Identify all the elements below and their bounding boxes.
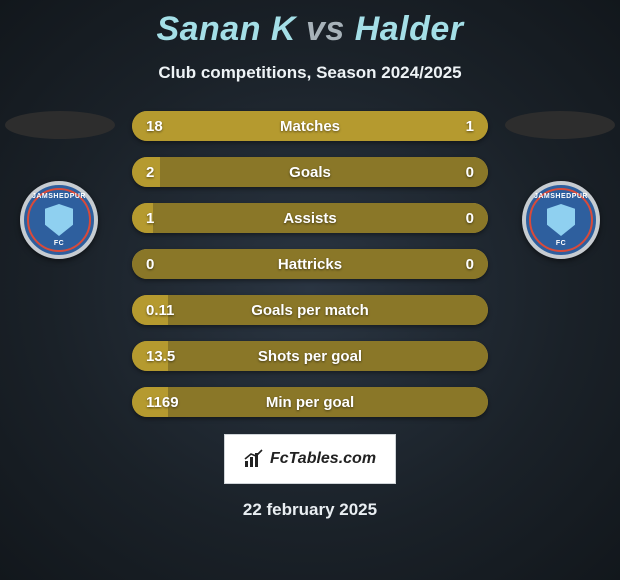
club-badge-left: JAMSHEDPUR FC	[20, 181, 98, 259]
stat-label: Assists	[132, 203, 488, 233]
stat-val-right: 0	[466, 249, 474, 279]
stat-row: 13.5Shots per goal	[132, 341, 488, 371]
subtitle: Club competitions, Season 2024/2025	[0, 63, 620, 83]
badge-text-bottom: FC	[29, 240, 89, 247]
stat-val-right: 0	[466, 157, 474, 187]
stat-row: 18Matches1	[132, 111, 488, 141]
stat-rows: 18Matches12Goals01Assists00Hattricks00.1…	[132, 111, 488, 433]
stat-val-right: 0	[466, 203, 474, 233]
club-badge-right: JAMSHEDPUR FC	[522, 181, 600, 259]
pitch-right	[505, 111, 615, 139]
player2-name: Halder	[355, 10, 464, 48]
brand-box[interactable]: FcTables.com	[224, 434, 396, 484]
stat-row: 2Goals0	[132, 157, 488, 187]
brand-text: FcTables.com	[270, 450, 376, 468]
pitch-left	[5, 111, 115, 139]
badge-text-bottom: FC	[531, 240, 591, 247]
vs-text: vs	[306, 10, 345, 48]
stat-label: Goals per match	[132, 295, 488, 325]
badge-inner: JAMSHEDPUR FC	[27, 188, 91, 252]
shield-icon	[45, 204, 73, 236]
date-text: 22 february 2025	[0, 500, 620, 520]
stat-row: 0Hattricks0	[132, 249, 488, 279]
stat-label: Matches	[132, 111, 488, 141]
stat-label: Hattricks	[132, 249, 488, 279]
badge-text-top: JAMSHEDPUR	[29, 193, 89, 200]
stat-row: 0.11Goals per match	[132, 295, 488, 325]
badge-inner: JAMSHEDPUR FC	[529, 188, 593, 252]
badge-text-top: JAMSHEDPUR	[531, 193, 591, 200]
stat-val-right: 1	[466, 111, 474, 141]
comparison-stage: JAMSHEDPUR FC JAMSHEDPUR FC 18Matches1 2G…	[0, 111, 620, 441]
stat-row: 1169Min per goal	[132, 387, 488, 417]
stat-label: Goals	[132, 157, 488, 187]
stat-row: 1Assists0	[132, 203, 488, 233]
bar-chart-icon	[244, 449, 264, 469]
stat-label: Shots per goal	[132, 341, 488, 371]
player1-name: Sanan K	[156, 10, 296, 48]
page-title: Sanan K vs Halder	[0, 0, 620, 49]
shield-icon	[547, 204, 575, 236]
stat-label: Min per goal	[132, 387, 488, 417]
